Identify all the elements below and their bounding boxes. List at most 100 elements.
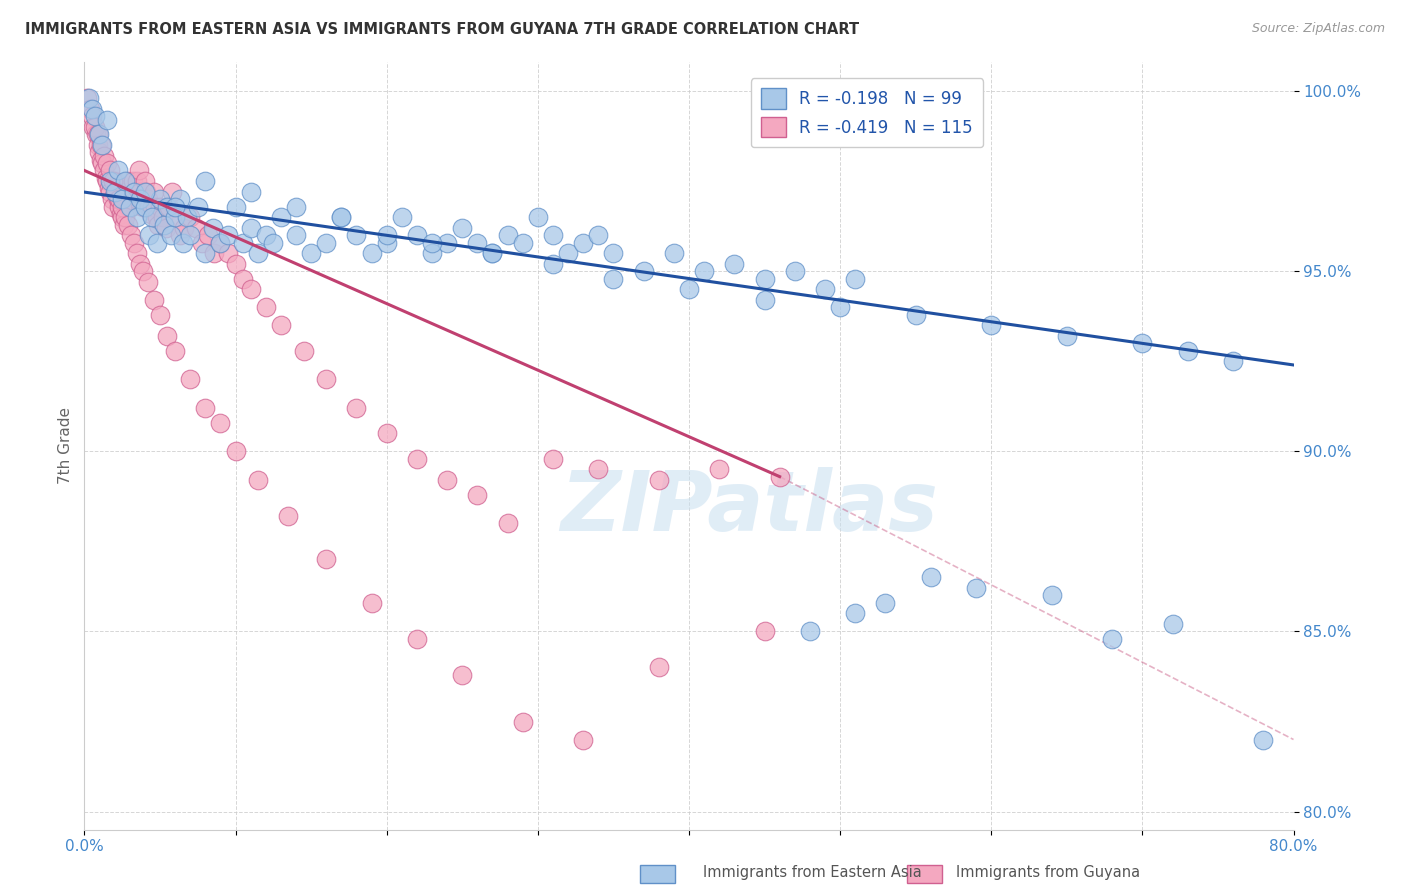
Point xyxy=(93,163,115,178)
Point xyxy=(239,282,262,296)
Point xyxy=(467,235,489,250)
Point xyxy=(138,228,160,243)
Point xyxy=(225,444,247,458)
Point xyxy=(693,264,716,278)
Point xyxy=(1253,732,1275,747)
Point xyxy=(799,624,821,639)
Point xyxy=(169,192,191,206)
Point xyxy=(769,469,792,483)
Point xyxy=(217,246,239,260)
Point xyxy=(588,228,610,243)
Point xyxy=(149,308,172,322)
Point xyxy=(94,170,117,185)
Point xyxy=(467,488,489,502)
Point xyxy=(131,192,153,206)
Point xyxy=(114,185,136,199)
Point xyxy=(602,271,624,285)
Point xyxy=(662,246,685,260)
Point xyxy=(84,110,107,124)
Point xyxy=(830,301,852,315)
Point xyxy=(165,200,187,214)
Point xyxy=(107,163,129,178)
Point xyxy=(134,185,156,199)
Point xyxy=(1101,632,1123,646)
Point xyxy=(93,149,115,163)
Point xyxy=(420,235,443,250)
Point xyxy=(709,462,731,476)
Point xyxy=(89,145,111,160)
Y-axis label: 7th Grade: 7th Grade xyxy=(58,408,73,484)
Point xyxy=(134,174,156,188)
Point xyxy=(165,211,187,225)
Point xyxy=(108,192,131,206)
Point xyxy=(117,218,139,232)
Point xyxy=(108,200,131,214)
Point xyxy=(232,271,254,285)
Point xyxy=(1130,336,1153,351)
Point xyxy=(122,185,145,199)
Text: Immigrants from Guyana: Immigrants from Guyana xyxy=(956,865,1140,880)
Point xyxy=(77,91,100,105)
Point xyxy=(844,607,866,621)
Point xyxy=(141,211,163,225)
Point xyxy=(572,235,595,250)
Point xyxy=(152,211,174,225)
Point xyxy=(136,192,159,206)
Point xyxy=(262,235,284,250)
Point xyxy=(451,667,474,681)
Point xyxy=(76,91,98,105)
Point xyxy=(169,228,191,243)
Point xyxy=(129,257,152,271)
Point xyxy=(132,200,155,214)
Point xyxy=(375,235,398,250)
Point xyxy=(141,200,163,214)
Point xyxy=(125,192,148,206)
Point xyxy=(346,401,368,416)
Point xyxy=(527,211,550,225)
Point xyxy=(120,200,142,214)
Point xyxy=(633,264,655,278)
Point xyxy=(277,509,299,524)
Point xyxy=(187,200,209,214)
Point xyxy=(127,174,149,188)
Point xyxy=(754,293,776,307)
Point xyxy=(89,128,111,142)
Point xyxy=(115,174,138,188)
Text: IMMIGRANTS FROM EASTERN ASIA VS IMMIGRANTS FROM GUYANA 7TH GRADE CORRELATION CHA: IMMIGRANTS FROM EASTERN ASIA VS IMMIGRAN… xyxy=(25,22,859,37)
Point xyxy=(149,192,172,206)
Point xyxy=(194,246,217,260)
Point xyxy=(132,264,155,278)
Point xyxy=(114,211,136,225)
Point xyxy=(96,156,118,170)
Point xyxy=(436,235,458,250)
Point xyxy=(285,228,308,243)
Point xyxy=(172,235,194,250)
Point xyxy=(875,596,897,610)
Point xyxy=(315,235,337,250)
Point xyxy=(209,235,232,250)
Point xyxy=(79,102,101,116)
Point xyxy=(754,624,776,639)
Point xyxy=(135,185,157,199)
Point xyxy=(648,473,671,487)
Point xyxy=(557,246,579,260)
Point xyxy=(541,257,564,271)
Point xyxy=(136,275,159,289)
Point xyxy=(179,211,201,225)
Point xyxy=(118,192,141,206)
Point xyxy=(91,156,114,170)
Point xyxy=(360,596,382,610)
Point xyxy=(1040,589,1063,603)
Point xyxy=(247,246,270,260)
Point xyxy=(96,174,118,188)
Point xyxy=(197,228,219,243)
Point xyxy=(436,473,458,487)
Point xyxy=(101,174,124,188)
Point xyxy=(96,113,118,128)
Point xyxy=(217,228,239,243)
Point xyxy=(360,246,382,260)
Point xyxy=(648,660,671,674)
Point xyxy=(1161,617,1184,632)
Point xyxy=(139,207,162,221)
Point xyxy=(122,185,145,199)
